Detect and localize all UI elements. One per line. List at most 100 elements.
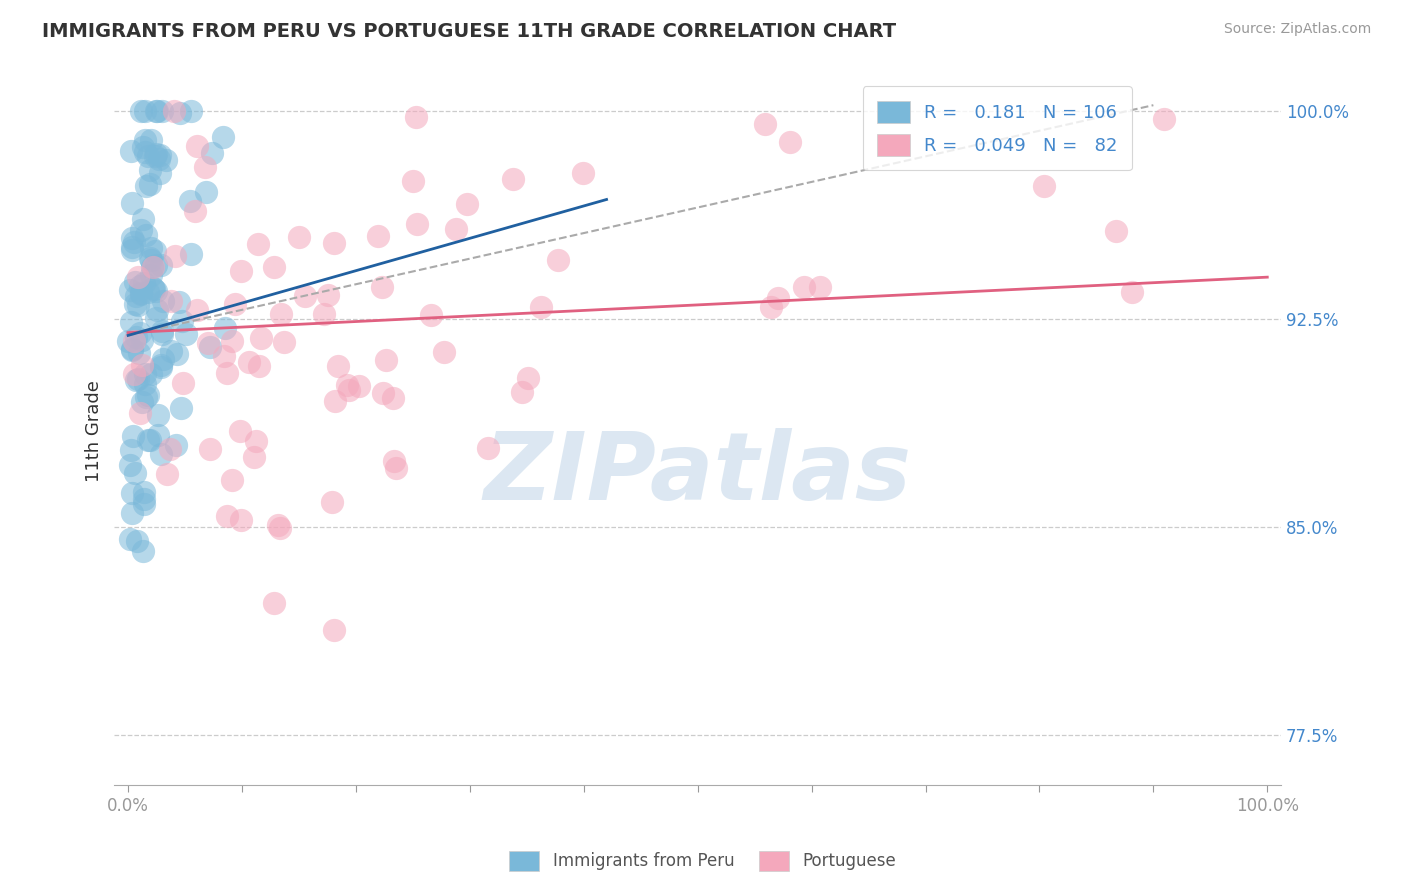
- Point: [221, 474, 243, 488]
- Point: [139, 252, 162, 267]
- Point: [371, 280, 394, 294]
- Point: [179, 194, 201, 208]
- Point: [135, 179, 157, 194]
- Point: [433, 345, 456, 359]
- Point: [231, 264, 253, 278]
- Point: [477, 442, 499, 456]
- Point: [134, 133, 156, 147]
- Point: [139, 133, 162, 147]
- Point: [159, 293, 181, 308]
- Point: [132, 491, 155, 506]
- Point: [138, 162, 160, 177]
- Point: [247, 359, 270, 373]
- Point: [1121, 285, 1143, 299]
- Point: [127, 269, 149, 284]
- Point: [163, 103, 186, 118]
- Point: [160, 344, 183, 359]
- Point: [371, 386, 394, 401]
- Point: [263, 260, 285, 275]
- Point: [129, 326, 152, 341]
- Point: [125, 289, 148, 303]
- Point: [170, 401, 193, 415]
- Point: [132, 544, 155, 558]
- Point: [139, 241, 162, 255]
- Point: [221, 334, 243, 349]
- Point: [128, 346, 150, 360]
- Point: [186, 302, 208, 317]
- Point: [143, 244, 166, 258]
- Point: [135, 227, 157, 242]
- Point: [150, 326, 173, 341]
- Point: [367, 228, 389, 243]
- Point: [135, 390, 157, 404]
- Point: [121, 506, 143, 520]
- Point: [131, 333, 153, 347]
- Point: [759, 300, 782, 314]
- Point: [134, 145, 156, 159]
- Point: [337, 384, 360, 398]
- Point: [125, 373, 148, 387]
- Point: [131, 395, 153, 409]
- Point: [132, 276, 155, 290]
- Point: [349, 379, 371, 393]
- Point: [127, 298, 149, 312]
- Point: [229, 513, 252, 527]
- Point: [131, 359, 153, 373]
- Y-axis label: 11th Grade: 11th Grade: [86, 380, 103, 482]
- Point: [405, 217, 427, 231]
- Point: [131, 286, 153, 301]
- Text: IMMIGRANTS FROM PERU VS PORTUGUESE 11TH GRADE CORRELATION CHART: IMMIGRANTS FROM PERU VS PORTUGUESE 11TH …: [42, 22, 896, 41]
- Point: [198, 340, 221, 354]
- Point: [170, 314, 193, 328]
- Legend: R =   0.181   N = 106, R =   0.049   N =   82: R = 0.181 N = 106, R = 0.049 N = 82: [863, 87, 1132, 170]
- Point: [247, 236, 270, 251]
- Point: [517, 371, 540, 385]
- Point: [127, 372, 149, 386]
- Point: [146, 408, 169, 422]
- Point: [121, 485, 143, 500]
- Point: [229, 424, 252, 438]
- Point: [134, 368, 156, 382]
- Point: [124, 276, 146, 290]
- Point: [323, 393, 346, 408]
- Point: [149, 148, 172, 162]
- Point: [145, 103, 167, 118]
- Point: [145, 103, 167, 118]
- Point: [530, 300, 553, 314]
- Text: Source: ZipAtlas.com: Source: ZipAtlas.com: [1223, 22, 1371, 37]
- Point: [165, 249, 187, 263]
- Point: [152, 103, 174, 118]
- Point: [121, 343, 143, 357]
- Point: [117, 334, 139, 349]
- Point: [419, 308, 441, 322]
- Point: [131, 103, 153, 118]
- Point: [754, 117, 776, 131]
- Point: [238, 355, 260, 369]
- Point: [322, 235, 344, 250]
- Point: [121, 429, 143, 443]
- Point: [136, 388, 159, 402]
- Point: [122, 334, 145, 348]
- Point: [139, 433, 162, 447]
- Point: [139, 177, 162, 191]
- Point: [215, 508, 238, 523]
- Point: [444, 222, 467, 236]
- Point: [224, 297, 246, 311]
- Point: [547, 253, 569, 268]
- Point: [118, 532, 141, 546]
- Point: [136, 285, 159, 300]
- Point: [194, 160, 217, 174]
- Point: [120, 315, 142, 329]
- Point: [502, 172, 524, 186]
- Point: [159, 442, 181, 456]
- Point: [142, 280, 165, 294]
- Point: [321, 494, 343, 508]
- Point: [779, 136, 801, 150]
- Point: [124, 297, 146, 311]
- Point: [121, 243, 143, 257]
- Point: [273, 334, 295, 349]
- Point: [288, 230, 311, 244]
- Text: ZIPatlas: ZIPatlas: [484, 427, 911, 519]
- Point: [402, 174, 425, 188]
- Point: [141, 260, 163, 274]
